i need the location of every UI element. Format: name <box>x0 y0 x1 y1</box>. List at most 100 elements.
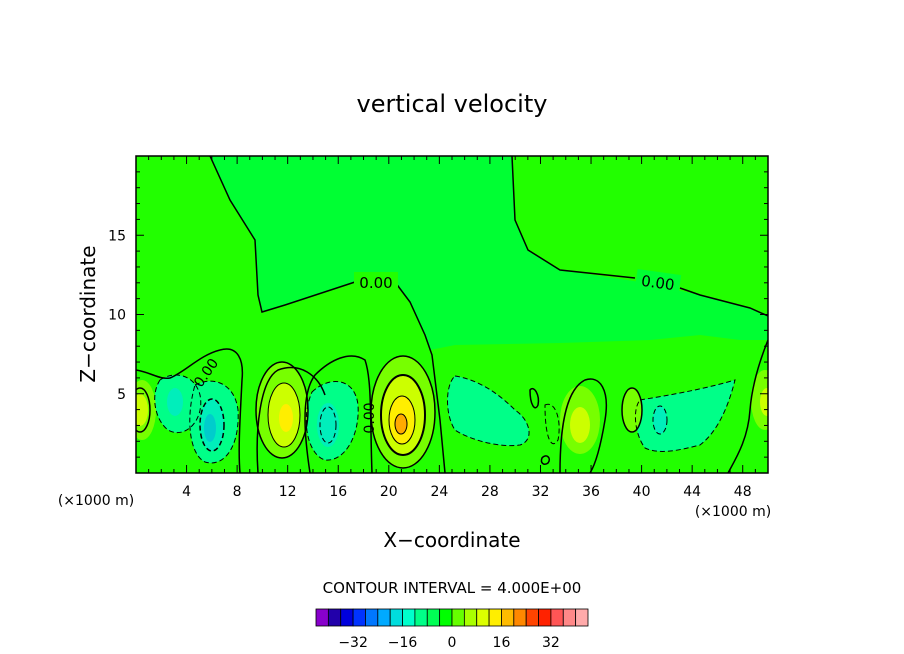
negative-core <box>653 406 667 434</box>
x-tick-label: 4 <box>182 484 191 500</box>
zero-contour-line <box>540 455 551 465</box>
x-tick-label: 48 <box>734 484 752 500</box>
colorbar-tick-label: 16 <box>493 635 511 651</box>
colorbar-swatch <box>550 608 564 627</box>
contour-label: 0.00 <box>640 272 676 294</box>
positive-cell <box>395 414 407 434</box>
contour-label-group: 0.00 0.00 0.00 0.00 <box>191 269 682 434</box>
x-tick-label: 24 <box>430 484 448 500</box>
colorbar-swatch <box>439 608 453 627</box>
zero-contour-line <box>511 156 636 279</box>
colorbar-tick-label: 0 <box>448 635 457 651</box>
positive-contour <box>727 339 768 473</box>
contour-interval-text: CONTOUR INTERVAL = 4.000E+00 <box>323 579 582 597</box>
x-axis-label: X−coordinate <box>383 528 520 552</box>
x-tick-label: 32 <box>532 484 550 500</box>
positive-contour <box>559 378 607 473</box>
colorbar-swatch <box>352 608 366 627</box>
colorbar-swatch <box>501 608 515 627</box>
colorbar-swatch <box>513 608 527 627</box>
chart-title: vertical velocity <box>357 90 548 118</box>
positive-contour <box>267 382 301 448</box>
colorbar-tick-label: −32 <box>338 635 368 651</box>
colorbar-swatch <box>340 608 354 627</box>
negative-contour <box>634 379 736 452</box>
colorbar-swatch <box>463 608 478 627</box>
negative-contour <box>652 405 668 435</box>
colorbar-swatch <box>426 608 441 627</box>
positive-cell <box>570 407 590 443</box>
colorbar-swatch <box>538 608 552 627</box>
x-tick-label: 12 <box>279 484 297 500</box>
positive-contour <box>136 387 151 433</box>
positive-contour <box>255 361 309 459</box>
contour-label: 0.00 <box>362 402 378 433</box>
negative-contour <box>305 381 359 461</box>
zero-contour-line <box>209 156 356 313</box>
positive-cell <box>279 404 293 432</box>
negative-contour <box>189 380 239 464</box>
colorbar-swatch <box>315 608 329 627</box>
x-tick-label: 8 <box>233 484 242 500</box>
negative-core <box>204 414 216 442</box>
zero-contour-line <box>529 388 540 409</box>
colorbar-swatch <box>476 608 490 627</box>
positive-contour <box>621 387 643 433</box>
colorbar-swatch <box>377 608 391 627</box>
colorbar-swatch <box>525 608 539 627</box>
positive-cell <box>622 388 642 432</box>
y-tick-label: 10 <box>108 308 126 324</box>
negative-core <box>167 388 183 416</box>
y-axis: 5 10 15 <box>108 171 768 458</box>
contour-lines <box>136 156 768 473</box>
negative-cell <box>447 376 530 446</box>
upper-negative-region <box>210 156 768 350</box>
x-axis: 4 8 12 16 20 24 28 32 36 40 44 48 <box>148 156 756 500</box>
colorbar-swatch <box>365 608 379 627</box>
colorbar-swatch <box>488 608 502 627</box>
positive-contour <box>388 395 416 445</box>
x-tick-label: 16 <box>329 484 347 500</box>
negative-contour-lines <box>154 374 736 464</box>
y-tick-label: 5 <box>117 387 126 403</box>
contour-field <box>136 156 768 473</box>
contour-label: 0.00 <box>359 274 392 292</box>
negative-contour <box>447 375 530 447</box>
zero-contour-line <box>679 287 768 317</box>
negative-contour <box>199 398 225 452</box>
colorbar-tick-label: 32 <box>542 635 560 651</box>
y-tick-label: 15 <box>108 228 126 244</box>
positive-cell <box>751 370 768 430</box>
positive-contour <box>394 413 408 435</box>
x-unit-left: (×1000 m) <box>58 493 134 509</box>
negative-contour <box>154 374 202 433</box>
colorbar-labels: −32 −16 0 16 32 <box>338 635 560 651</box>
x-unit-right: (×1000 m) <box>695 504 771 520</box>
zero-contour-line <box>136 348 244 473</box>
zero-contour-line <box>394 281 446 473</box>
x-tick-label: 28 <box>481 484 499 500</box>
x-tick-label: 44 <box>683 484 701 500</box>
colorbar-swatch <box>327 608 342 627</box>
negative-contour <box>544 403 560 445</box>
colorbar-swatch <box>451 608 465 627</box>
x-tick-label: 20 <box>380 484 398 500</box>
negative-core <box>317 403 339 447</box>
x-tick-label: 36 <box>582 484 600 500</box>
positive-cell <box>760 388 768 416</box>
negative-contour <box>319 406 337 444</box>
positive-contour <box>256 366 326 473</box>
positive-contour <box>380 374 426 456</box>
positive-cell <box>136 394 148 426</box>
zero-contour-line <box>304 355 373 473</box>
colorbar-tick-label: −16 <box>388 635 418 651</box>
colorbar-swatch <box>389 608 403 627</box>
y-axis-label: Z−coordinate <box>76 245 100 382</box>
colorbar-swatch <box>562 608 577 627</box>
colorbar-swatch <box>575 608 589 627</box>
colorbar <box>315 608 589 627</box>
x-tick-label: 40 <box>633 484 651 500</box>
colorbar-swatch <box>414 608 428 627</box>
colorbar-swatch <box>402 608 416 627</box>
